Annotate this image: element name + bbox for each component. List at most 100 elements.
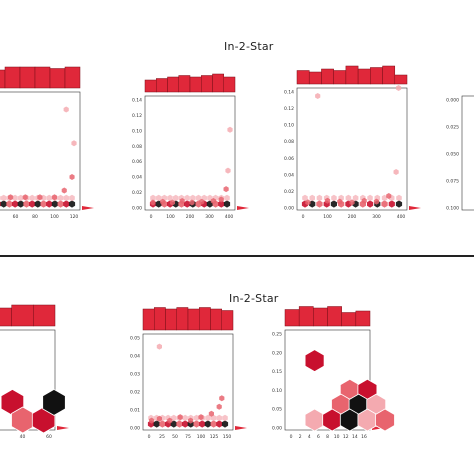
y-tick-label: 0.100 (446, 206, 459, 212)
x-tick-label: 300 (372, 214, 381, 220)
hexbin-cell (204, 420, 211, 428)
y-tick-label: 0.10 (284, 123, 294, 129)
hist-bar (0, 69, 6, 89)
hexbin-cell (367, 194, 373, 202)
hexbin-cell (216, 414, 223, 422)
hexbin-cell (375, 408, 395, 432)
hexbin-cell (302, 194, 308, 202)
scatter-point (393, 169, 399, 175)
x-tick-label: 200 (186, 214, 195, 220)
x-tick-label: 16 (361, 434, 367, 440)
hexbin-cell (176, 420, 183, 428)
y-tick-label: 0.00 (284, 206, 294, 212)
hist-bar (313, 307, 328, 327)
scatter-point (349, 199, 355, 206)
hexbin-cell (223, 200, 231, 208)
x-tick-label: 120 (70, 214, 79, 220)
hist-bar (4, 66, 21, 89)
hist-bar (0, 307, 12, 327)
hexbin-cell (46, 200, 53, 208)
hexbin-cell (395, 200, 403, 208)
hexbin-cell (221, 420, 229, 428)
hexbin-cell (205, 414, 211, 422)
section-title-top: In-2-Star (224, 40, 274, 53)
y-tick-label: 0.02 (132, 190, 142, 196)
x-tick-label: 80 (32, 214, 38, 220)
x-tick-label: 150 (223, 434, 232, 440)
y-tick-label: 0.15 (272, 369, 282, 375)
hist-bar (144, 79, 157, 93)
scatter-point (150, 199, 156, 206)
hist-bar (212, 73, 224, 93)
hexbin-cell (12, 194, 18, 202)
scatter-point (51, 194, 58, 201)
hist-bar (341, 312, 357, 327)
scatter-point (156, 343, 162, 350)
hexbin-cell (40, 200, 47, 208)
y-tick-label: 0.12 (132, 113, 142, 119)
hist-bar (142, 308, 155, 331)
y-tick-label: 0.06 (284, 156, 294, 162)
hexbin-cell (316, 200, 323, 208)
hexbin-cell (155, 194, 162, 202)
scatter-point (210, 198, 216, 204)
scatter-point (149, 417, 155, 424)
scatter-point (169, 199, 175, 206)
hexbin-cell (29, 194, 35, 202)
scatter-point (8, 194, 14, 201)
hexbin-cell (12, 200, 19, 208)
hist-bar (284, 309, 300, 327)
plot-frame (461, 95, 474, 211)
hist-bar (178, 75, 191, 93)
hexbin-cell (42, 388, 66, 416)
y-tick-label: 0.000 (446, 98, 459, 104)
scatter-point (324, 197, 331, 204)
scatter-point (22, 194, 28, 201)
x-tick-label: 300 (205, 214, 214, 220)
hist-bar (201, 75, 213, 93)
hist-bar (394, 74, 408, 85)
hexbin-cell (193, 420, 200, 428)
hexbin-cell (46, 194, 52, 202)
x-tick-label: 40 (20, 434, 26, 440)
x-tick-label: 25 (159, 434, 165, 440)
scatter-point (227, 126, 233, 133)
chart-panel-2: 0 100 200 300 400 0.00 0.02 0.04 0.06 0.08 0.10 0.1… (284, 65, 421, 220)
x-tick-label: 60 (46, 434, 52, 440)
plot-frame (0, 91, 81, 211)
x-tick-label: 400 (397, 214, 406, 220)
hexbin-cell (17, 200, 24, 208)
hist-bar (33, 304, 56, 327)
scatter-point (61, 187, 67, 194)
scatter-point (188, 417, 194, 424)
hexbin-cell (184, 194, 190, 202)
hexbin-cell (195, 194, 202, 202)
hexbin-cell (23, 200, 30, 208)
hexbin-cell (69, 194, 75, 202)
scatter-point (305, 199, 311, 206)
scatter-point (179, 198, 185, 204)
x-tick-label: 0 (290, 434, 293, 440)
x-tick-label: 400 (225, 214, 234, 220)
hexbin-cell (0, 194, 7, 202)
side-hist (57, 426, 69, 430)
scatter-point (71, 140, 77, 147)
x-tick-label: 0 (302, 214, 305, 220)
x-tick-label: 8 (326, 434, 329, 440)
y-tick-label: 0.01 (130, 408, 140, 414)
scatter-point (63, 106, 69, 113)
y-tick-label: 0.04 (130, 354, 140, 360)
chart-panel-0: 406080100120 (0, 66, 94, 220)
hist-bar (34, 66, 51, 89)
x-tick-label: 100 (50, 214, 59, 220)
x-tick-label: 60 (13, 214, 19, 220)
scatter-point (223, 186, 229, 193)
hexbin-cell (367, 200, 374, 208)
hexbin-cell (218, 200, 225, 208)
hexbin-cell (57, 200, 64, 208)
y-tick-label: 0.25 (272, 332, 282, 338)
hist-bar (64, 66, 81, 89)
hist-bar (156, 78, 168, 93)
hexbin-cell (51, 200, 58, 208)
hexbin-cell (210, 420, 217, 428)
